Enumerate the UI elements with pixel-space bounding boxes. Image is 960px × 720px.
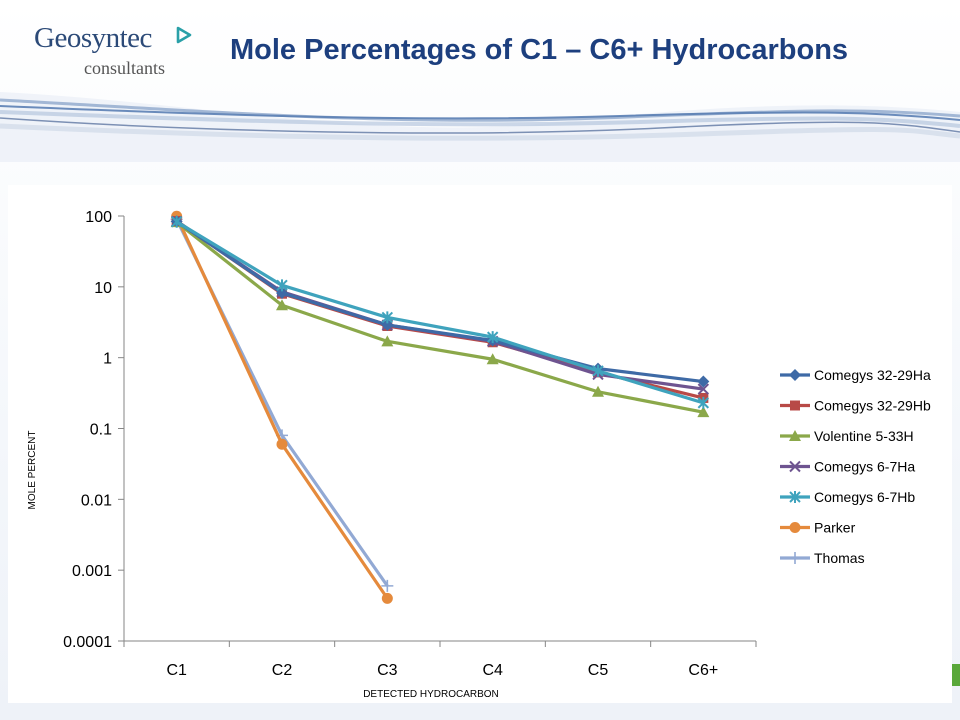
data-point bbox=[276, 286, 288, 299]
legend-marker bbox=[789, 552, 801, 564]
legend-label: Comegys 6-7Hb bbox=[814, 489, 915, 505]
series-volentine-5-33h bbox=[170, 216, 710, 418]
y-tick-label: 0.001 bbox=[72, 563, 112, 580]
x-tick-label: C3 bbox=[377, 662, 398, 679]
legend-item: Thomas bbox=[780, 550, 865, 566]
x-tick-label: C6+ bbox=[688, 662, 718, 679]
legend-label: Volentine 5-33H bbox=[814, 428, 914, 444]
series-comegys-6-7hb bbox=[170, 215, 710, 409]
legend-marker bbox=[789, 369, 801, 381]
data-point bbox=[486, 353, 499, 365]
data-point bbox=[381, 335, 394, 347]
series-layer bbox=[170, 210, 710, 604]
data-point bbox=[381, 579, 394, 592]
series-thomas bbox=[170, 213, 394, 592]
legend-label: Thomas bbox=[814, 550, 865, 566]
series-line bbox=[175, 220, 704, 405]
data-point bbox=[697, 383, 710, 395]
data-point bbox=[592, 364, 604, 377]
legend-label: Parker bbox=[814, 520, 856, 536]
decorative-wave-banner bbox=[0, 92, 960, 162]
data-point bbox=[697, 375, 710, 388]
legend-marker bbox=[789, 491, 801, 503]
logo-arrow-icon bbox=[176, 26, 192, 44]
legend-label: Comegys 32-29Hb bbox=[814, 398, 931, 414]
corner-accent-tab bbox=[952, 664, 960, 686]
series-line bbox=[175, 220, 704, 384]
legend-marker bbox=[789, 460, 801, 473]
data-point bbox=[276, 279, 288, 292]
data-point bbox=[170, 215, 183, 228]
legend-label: Comegys 6-7Ha bbox=[814, 459, 915, 475]
geosyntec-logo: Geosyntec consultants bbox=[34, 22, 204, 82]
x-tick-label: C4 bbox=[482, 662, 503, 679]
slide-title: Mole Percentages of C1 – C6+ Hydrocarbon… bbox=[230, 34, 849, 66]
data-point bbox=[697, 406, 710, 418]
data-point bbox=[276, 299, 288, 311]
data-point bbox=[381, 311, 394, 324]
chart-legend: Comegys 32-29Ha Comegys 32-29Hb Volentine … bbox=[780, 367, 931, 566]
legend-item: Comegys 32-29Hb bbox=[780, 398, 931, 414]
legend-item: Comegys 32-29Ha bbox=[780, 367, 931, 383]
mole-percent-chart: 100 10 1 0.1 0.01 0.001 0.0001 C1 C2 C3 C4 C5 C6+ C… bbox=[27, 209, 931, 700]
data-point bbox=[486, 331, 499, 344]
y-tick-label: 100 bbox=[85, 209, 112, 226]
x-tick-label: C1 bbox=[166, 662, 187, 679]
x-tick-label: C5 bbox=[588, 662, 609, 679]
series-line bbox=[175, 220, 704, 391]
series-line bbox=[175, 220, 704, 414]
series-line bbox=[175, 218, 389, 587]
data-point bbox=[381, 318, 394, 331]
series-comegys-32-29ha bbox=[170, 215, 710, 388]
legend-label: Comegys 32-29Ha bbox=[814, 367, 931, 383]
y-tick-label: 0.0001 bbox=[63, 634, 112, 651]
logo-subtitle: consultants bbox=[84, 58, 165, 78]
y-axis-title: MOLE PERCENT bbox=[27, 431, 38, 510]
data-point bbox=[381, 592, 393, 604]
legend-item: Comegys 6-7Ha bbox=[780, 459, 915, 475]
x-axis-ticks: C1 C2 C3 C4 C5 C6+ bbox=[123, 641, 757, 679]
chart-panel: 100 10 1 0.1 0.01 0.001 0.0001 C1 C2 C3 C4 C5 C6+ C… bbox=[8, 185, 952, 703]
chart-axes bbox=[123, 216, 756, 642]
y-tick-label: 0.1 bbox=[90, 422, 112, 439]
legend-item: Volentine 5-33H bbox=[780, 428, 914, 444]
legend-marker bbox=[789, 522, 801, 533]
x-tick-label: C2 bbox=[272, 662, 293, 679]
data-point bbox=[697, 396, 710, 409]
y-tick-label: 0.01 bbox=[81, 492, 112, 509]
logo-name: Geosyntec bbox=[34, 22, 152, 54]
legend-marker bbox=[789, 430, 801, 441]
legend-marker bbox=[790, 400, 800, 411]
x-axis-title: DETECTED HYDROCARBON bbox=[363, 689, 499, 700]
y-axis-ticks: 100 10 1 0.1 0.01 0.001 0.0001 bbox=[63, 209, 124, 651]
data-point bbox=[592, 385, 604, 397]
legend-item: Comegys 6-7Hb bbox=[780, 489, 915, 505]
legend-item: Parker bbox=[780, 520, 856, 536]
series-comegys-6-7ha bbox=[170, 215, 710, 395]
data-point bbox=[276, 438, 288, 450]
y-tick-label: 10 bbox=[94, 280, 112, 297]
y-tick-label: 1 bbox=[103, 351, 112, 368]
